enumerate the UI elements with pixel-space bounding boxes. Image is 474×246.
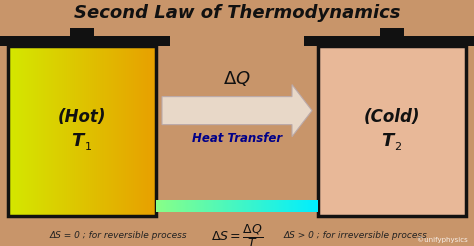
Bar: [380, 28, 404, 36]
Text: (Hot): (Hot): [58, 108, 106, 126]
Text: T: T: [381, 132, 393, 150]
Text: T: T: [71, 132, 83, 150]
Polygon shape: [162, 85, 312, 137]
Bar: [0, 36, 170, 46]
Text: 2: 2: [394, 142, 401, 152]
Text: Second Law of Thermodynamics: Second Law of Thermodynamics: [74, 4, 400, 22]
Bar: [8, 46, 156, 216]
Text: Heat Transfer: Heat Transfer: [192, 132, 282, 145]
Text: $\mathit{\Delta Q}$: $\mathit{\Delta Q}$: [223, 69, 251, 88]
Text: ΔS = 0 ; for reversible process: ΔS = 0 ; for reversible process: [49, 231, 187, 240]
Text: (Cold): (Cold): [364, 108, 420, 126]
Text: $\mathit{\Delta S} = \dfrac{\mathit{\Delta Q}}{T}$: $\mathit{\Delta S} = \dfrac{\mathit{\Del…: [211, 222, 263, 246]
Text: 1: 1: [84, 142, 91, 152]
Bar: [304, 36, 474, 46]
Text: ΔS > 0 ; for irreversible process: ΔS > 0 ; for irreversible process: [284, 231, 428, 240]
Bar: [318, 46, 466, 216]
Text: ©unifyphysics: ©unifyphysics: [417, 236, 468, 243]
Bar: [70, 28, 94, 36]
